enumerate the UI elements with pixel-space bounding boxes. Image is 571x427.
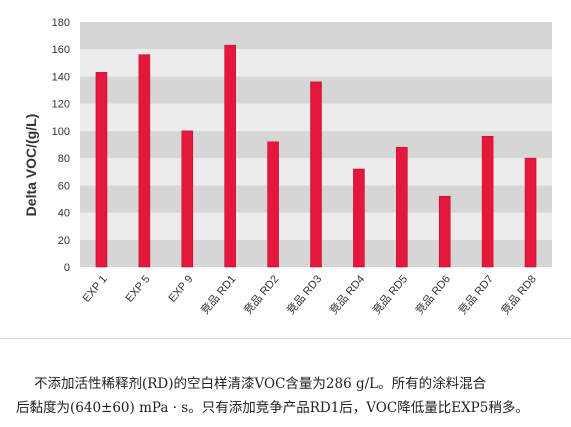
y-tick-label: 160 (52, 44, 70, 56)
bar (224, 44, 236, 268)
x-tick-label: 竞品 RD3 (283, 272, 324, 317)
caption-line-1: 不添加活性稀释剂(RD)的空白样清漆VOC含量为286 g/L。所有的涂料混合 (34, 376, 487, 392)
y-tick-label: 0 (64, 262, 70, 274)
y-tick-label: 40 (58, 208, 70, 220)
x-tick-label: 竞品 RD8 (498, 272, 539, 317)
bar (267, 141, 279, 268)
bar (95, 72, 108, 268)
x-tick-label: EXP 1 (81, 273, 110, 304)
y-tick-label: 20 (58, 235, 70, 247)
y-axis-label: Delta VOC/(g/L) (23, 114, 39, 217)
x-tick-label: 竞品 RD7 (455, 272, 496, 317)
x-tick-labels: EXP 1 EXP 5 EXP 9 竞品 RD1 竞品 RD2 竞品 RD3 竞品 RD4 竞… (81, 272, 539, 317)
bar (396, 146, 408, 268)
figure-caption: 不添加活性稀释剂(RD)的空白样清漆VOC含量为286 g/L。所有的涂料混合 … (16, 372, 561, 420)
y-tick-label: 140 (52, 71, 70, 83)
y-tick-label: 180 (52, 17, 70, 29)
bar (138, 54, 151, 268)
x-tick-label: 竞品 RD1 (198, 272, 239, 317)
x-tick-label: 竞品 RD5 (369, 272, 410, 317)
y-tick-label: 120 (52, 99, 70, 111)
grid-band (80, 49, 552, 77)
caption-line-2: 后黏度为(640±60) mPa · s。只有添加竞争产品RD1后，VOC降低量… (16, 400, 529, 416)
y-tick-label: 60 (58, 180, 70, 192)
chart-figure: 0 20 40 60 80 100 120 140 160 180 EXP 1 EXP 5 EXP 9… (0, 17, 571, 339)
bar (524, 157, 537, 268)
bar (481, 136, 494, 268)
y-tick-labels: 0 20 40 60 80 100 120 140 160 180 (52, 17, 70, 274)
x-tick-label: EXP 9 (166, 273, 195, 304)
bar-chart: 0 20 40 60 80 100 120 140 160 180 EXP 1 EXP 5 EXP 9… (23, 17, 552, 317)
y-tick-label: 80 (58, 153, 70, 165)
grid-band (80, 22, 552, 50)
bar (353, 168, 365, 268)
bar (310, 81, 322, 268)
bars (95, 44, 537, 268)
y-tick-label: 100 (52, 126, 70, 138)
x-tick-label: EXP 5 (124, 273, 153, 304)
x-tick-label: 竞品 RD6 (412, 272, 453, 317)
x-tick-label: 竞品 RD4 (326, 272, 367, 317)
bar (181, 130, 194, 268)
x-tick-label: 竞品 RD2 (240, 272, 281, 317)
bar (438, 195, 451, 268)
